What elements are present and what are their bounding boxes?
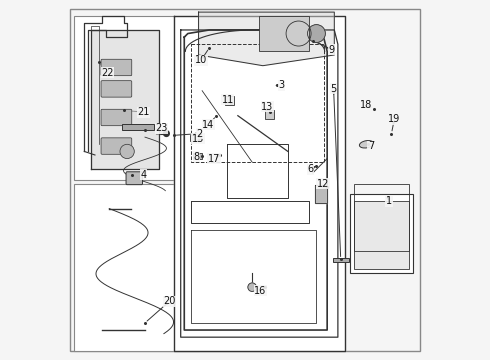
Text: 6: 6 xyxy=(307,164,314,174)
Text: 20: 20 xyxy=(163,296,175,306)
Circle shape xyxy=(308,24,325,42)
FancyBboxPatch shape xyxy=(333,258,348,262)
Polygon shape xyxy=(198,12,334,66)
FancyBboxPatch shape xyxy=(193,153,202,158)
Text: 13: 13 xyxy=(261,102,273,112)
Text: 7: 7 xyxy=(368,141,374,151)
Text: 11: 11 xyxy=(222,95,234,105)
FancyBboxPatch shape xyxy=(101,109,132,126)
Text: 14: 14 xyxy=(202,120,215,130)
FancyBboxPatch shape xyxy=(74,16,173,180)
Text: 4: 4 xyxy=(140,170,146,180)
Text: 8: 8 xyxy=(193,152,199,162)
Text: 18: 18 xyxy=(360,100,372,110)
FancyBboxPatch shape xyxy=(101,59,132,76)
Ellipse shape xyxy=(359,140,373,148)
FancyBboxPatch shape xyxy=(101,81,132,97)
Circle shape xyxy=(248,283,256,292)
Text: 12: 12 xyxy=(317,179,329,189)
FancyBboxPatch shape xyxy=(350,194,413,273)
Text: 23: 23 xyxy=(156,123,168,133)
FancyBboxPatch shape xyxy=(101,138,132,154)
Text: 15: 15 xyxy=(192,134,204,144)
Circle shape xyxy=(286,21,311,46)
Circle shape xyxy=(120,144,134,158)
Text: 19: 19 xyxy=(388,114,400,124)
Text: 9: 9 xyxy=(329,45,335,55)
FancyBboxPatch shape xyxy=(265,111,273,119)
Text: 16: 16 xyxy=(254,286,267,296)
FancyBboxPatch shape xyxy=(74,184,198,351)
Text: 3: 3 xyxy=(278,80,285,90)
FancyBboxPatch shape xyxy=(225,96,234,105)
Polygon shape xyxy=(315,185,327,203)
Text: 1: 1 xyxy=(386,197,392,206)
Text: 17: 17 xyxy=(208,154,220,163)
FancyBboxPatch shape xyxy=(126,172,143,185)
FancyBboxPatch shape xyxy=(70,9,420,351)
Polygon shape xyxy=(92,30,159,169)
FancyBboxPatch shape xyxy=(190,135,198,141)
Text: 2: 2 xyxy=(196,129,203,139)
Text: 5: 5 xyxy=(330,84,337,94)
FancyBboxPatch shape xyxy=(122,123,154,130)
Polygon shape xyxy=(173,16,345,351)
FancyBboxPatch shape xyxy=(354,202,409,269)
Text: 21: 21 xyxy=(137,107,149,117)
Circle shape xyxy=(164,131,169,136)
FancyBboxPatch shape xyxy=(259,16,309,51)
Text: 10: 10 xyxy=(195,55,207,65)
Text: 22: 22 xyxy=(101,68,114,78)
